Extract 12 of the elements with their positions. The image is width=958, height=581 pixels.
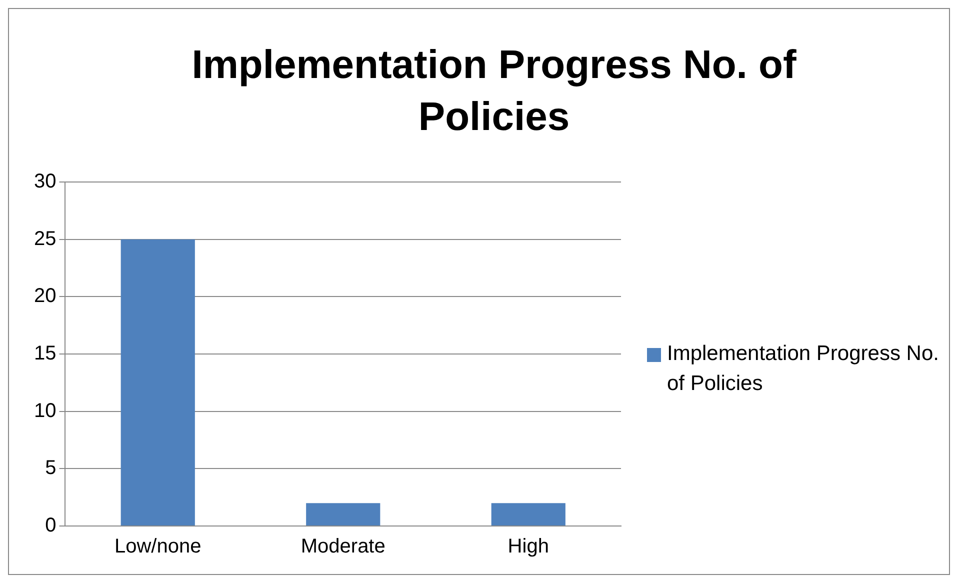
y-tick-label: 20 (34, 285, 56, 308)
y-tick-label: 15 (34, 342, 56, 365)
legend-label: Implementation Progress No. of Policies (667, 341, 940, 397)
y-tick-label: 10 (34, 400, 56, 422)
y-tick-label: 25 (34, 228, 56, 250)
y-tick-label: 5 (45, 457, 56, 480)
x-tick-label: Low/none (114, 536, 202, 558)
y-tick-label: 0 (45, 514, 56, 537)
chart-title: Implementation Progress No. of Policies (190, 42, 798, 141)
y-tick-label: 30 (34, 170, 56, 193)
x-tick-label: Moderate (300, 536, 386, 558)
x-tick-label: High (508, 536, 549, 558)
